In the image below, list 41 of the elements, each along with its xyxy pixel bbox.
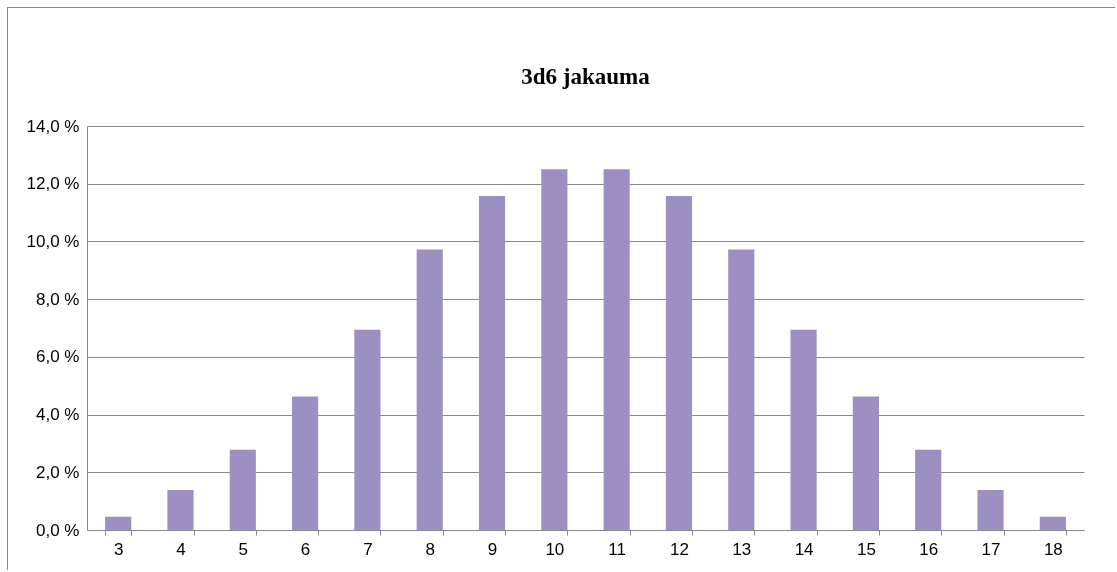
bar <box>478 196 506 530</box>
x-tick-label: 9 <box>487 539 498 559</box>
bar <box>915 449 942 530</box>
x-tick-label: 12 <box>670 539 689 559</box>
x-tick-label: 13 <box>732 539 752 559</box>
x-tick-label: 5 <box>238 539 249 559</box>
x-tick-label: 11 <box>608 539 626 559</box>
bar <box>541 169 568 530</box>
bar <box>1039 516 1066 530</box>
bar <box>292 396 319 530</box>
x-tick-label: 14 <box>794 539 814 559</box>
bar <box>416 249 443 530</box>
y-tick-label: 6,0 % <box>36 347 80 367</box>
y-tick-label: 8,0 % <box>36 289 80 309</box>
bar <box>977 489 1004 530</box>
x-tick-label: 15 <box>856 539 876 559</box>
y-tick-label: 10,0 % <box>26 231 80 251</box>
bar <box>105 516 132 530</box>
bar <box>665 196 693 530</box>
bar <box>167 489 194 530</box>
x-tick-label: 7 <box>363 539 373 559</box>
x-tick-label: 3 <box>113 539 124 559</box>
bar <box>852 396 879 530</box>
x-tick-label: 8 <box>425 539 435 559</box>
x-tick-label: 16 <box>919 539 939 559</box>
y-tick-label: 14,0 % <box>26 116 80 136</box>
y-tick-label: 4,0 % <box>36 405 80 425</box>
chart-title: 3d6 jakauma <box>521 64 651 89</box>
bar <box>790 329 817 530</box>
x-tick-label: 17 <box>981 539 1001 559</box>
x-tick-label: 6 <box>300 539 311 559</box>
bar <box>354 329 381 530</box>
x-tick-label: 18 <box>1043 539 1063 559</box>
x-tick-label: 10 <box>545 539 565 559</box>
bar <box>603 169 630 530</box>
y-tick-label: 12,0 % <box>26 174 80 194</box>
y-tick-label: 2,0 % <box>36 462 80 482</box>
y-tick-label: 0,0 % <box>36 520 80 540</box>
x-tick-label: 4 <box>176 539 186 559</box>
bar <box>229 449 256 530</box>
bar <box>728 249 755 530</box>
